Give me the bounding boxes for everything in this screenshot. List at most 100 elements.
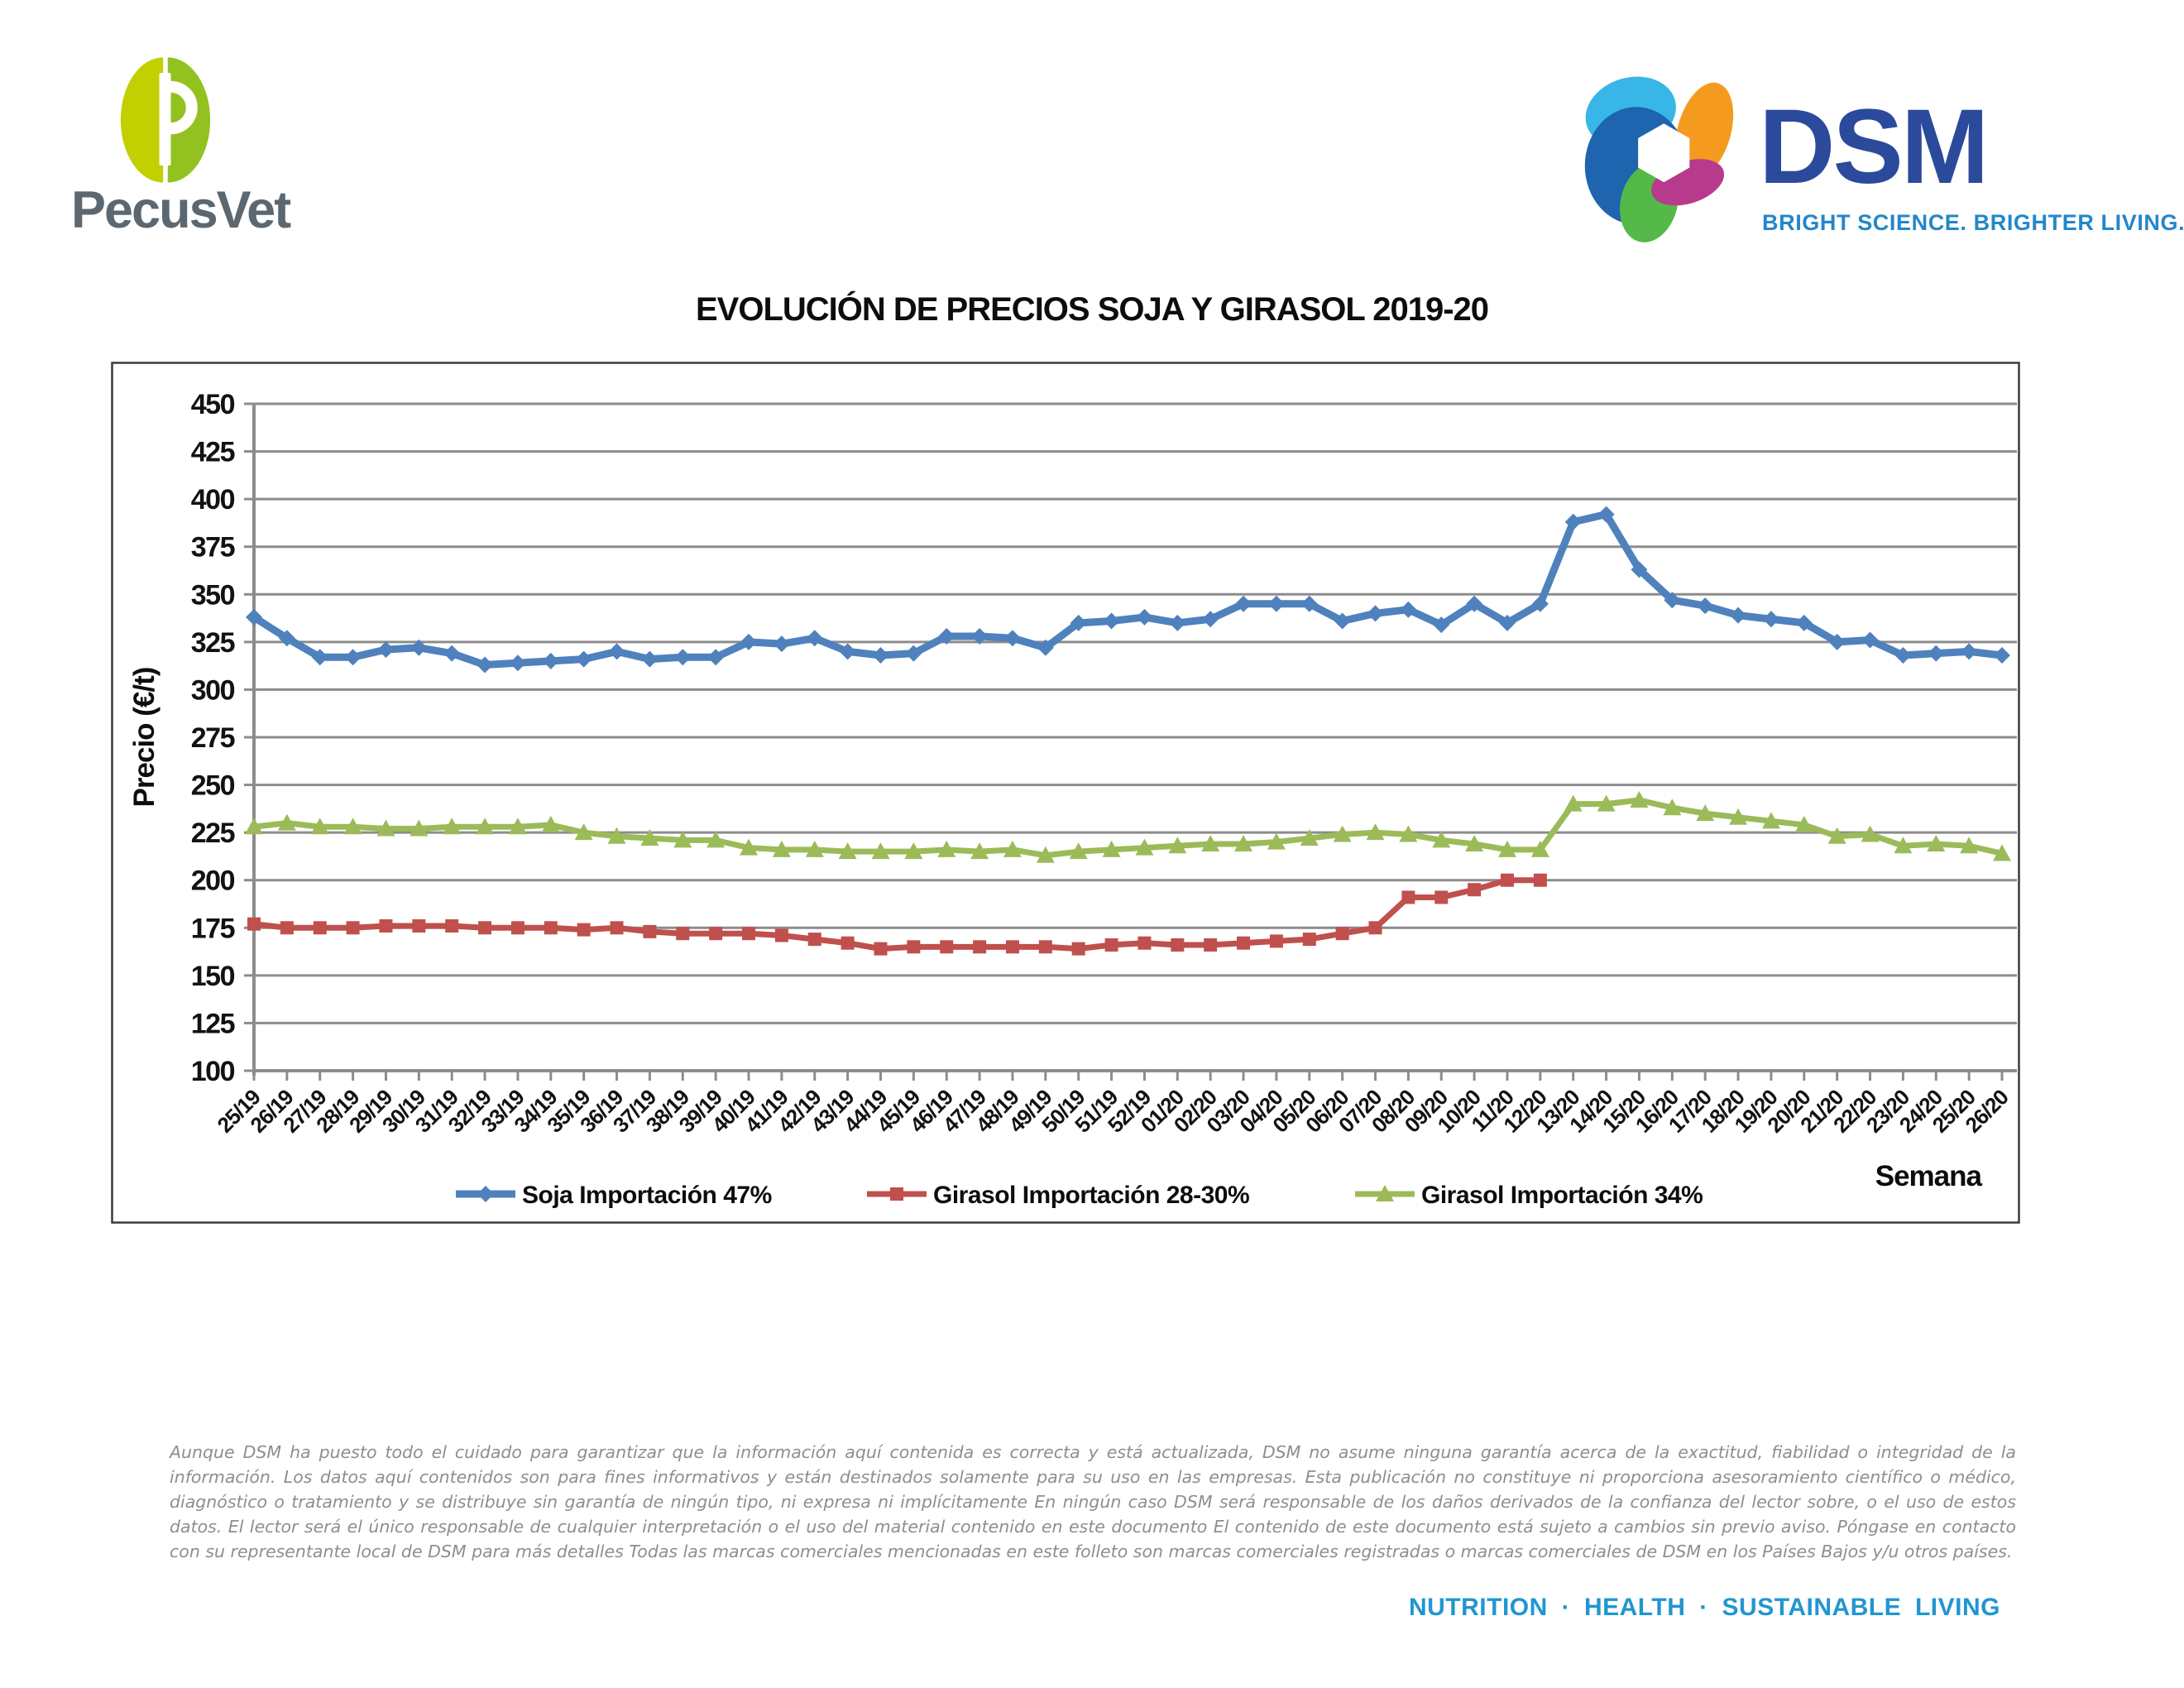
pecusvet-p-stem bbox=[159, 73, 171, 166]
series-marker-1 bbox=[841, 936, 855, 950]
series-marker-2 bbox=[1497, 840, 1516, 857]
series-marker-1 bbox=[643, 924, 657, 938]
series-marker-1 bbox=[1500, 873, 1514, 887]
series-marker-0 bbox=[1037, 639, 1054, 656]
series-marker-0 bbox=[740, 633, 758, 650]
price-evolution-chart: 100 125 150 175 200 225 250 275 300 325 350 375 400 4… bbox=[111, 362, 2020, 1224]
series-marker-2 bbox=[1794, 815, 1813, 832]
series-marker-1 bbox=[313, 921, 327, 935]
y-axis-tick-label: 225 bbox=[191, 818, 235, 849]
series-marker-0 bbox=[1697, 597, 1714, 615]
series-marker-0 bbox=[707, 649, 725, 666]
series-line-1 bbox=[253, 877, 1540, 952]
series-marker-1 bbox=[973, 940, 987, 954]
series-marker-0 bbox=[542, 652, 559, 669]
series-marker-2 bbox=[805, 840, 824, 857]
y-axis-tick-label: 175 bbox=[191, 913, 235, 944]
series-marker-2 bbox=[1003, 840, 1022, 857]
pecusvet-leaf-icon bbox=[120, 57, 211, 183]
series-marker-2 bbox=[772, 840, 791, 857]
series-marker-2 bbox=[1597, 794, 1616, 812]
series-marker-0 bbox=[1631, 561, 1648, 578]
series-marker-1 bbox=[907, 940, 921, 954]
y-axis-tick-label: 150 bbox=[191, 961, 235, 992]
series-marker-0 bbox=[971, 627, 989, 645]
series-marker-2 bbox=[1333, 825, 1352, 842]
series-marker-0 bbox=[1136, 608, 1153, 626]
series-marker-1 bbox=[874, 942, 888, 956]
series-marker-2 bbox=[1465, 834, 1484, 851]
dsm-footer-tagline: NUTRITION · HEALTH · SUSTAINABLE LIVING bbox=[1408, 1594, 2000, 1621]
series-marker-0 bbox=[641, 650, 659, 668]
series-marker-2 bbox=[310, 818, 329, 835]
series-marker-2 bbox=[904, 842, 923, 860]
dsm-tagline: BRIGHT SCIENCE. BRIGHTER LIVING. bbox=[1762, 210, 2184, 235]
series-marker-2 bbox=[838, 842, 857, 860]
series-marker-0 bbox=[278, 630, 295, 647]
series-marker-2 bbox=[1960, 837, 1979, 854]
series-marker-1 bbox=[247, 917, 261, 931]
series-marker-0 bbox=[1202, 611, 1219, 628]
series-marker-2 bbox=[1827, 827, 1846, 844]
series-marker-1 bbox=[1204, 938, 1218, 952]
series-marker-0 bbox=[1466, 595, 1483, 612]
y-axis-tick-label: 375 bbox=[191, 532, 235, 563]
series-marker-1 bbox=[1468, 883, 1482, 897]
series-marker-0 bbox=[1070, 614, 1087, 631]
series-marker-2 bbox=[1761, 812, 1780, 829]
y-axis-tick-label: 250 bbox=[191, 770, 235, 802]
series-marker-0 bbox=[575, 650, 592, 668]
series-marker-0 bbox=[839, 643, 856, 660]
series-marker-2 bbox=[937, 840, 956, 857]
series-marker-2 bbox=[343, 818, 362, 835]
series-marker-0 bbox=[608, 643, 625, 660]
series-marker-1 bbox=[1071, 942, 1085, 956]
series-marker-1 bbox=[1138, 936, 1152, 950]
x-axis-title: Semana bbox=[1875, 1160, 1983, 1192]
dsm-swirl-center bbox=[1638, 123, 1690, 183]
y-axis-tick-label: 325 bbox=[191, 627, 235, 659]
series-marker-0 bbox=[905, 645, 922, 662]
series-marker-1 bbox=[346, 921, 360, 935]
series-marker-0 bbox=[1597, 506, 1615, 523]
series-marker-0 bbox=[1894, 646, 1912, 664]
y-axis-tick-label: 200 bbox=[191, 866, 235, 897]
y-axis-tick-label: 350 bbox=[191, 579, 235, 611]
series-marker-2 bbox=[1432, 831, 1451, 848]
series-marker-1 bbox=[1104, 938, 1118, 952]
series-marker-2 bbox=[508, 818, 527, 835]
series-marker-2 bbox=[1399, 825, 1418, 842]
series-marker-0 bbox=[1367, 605, 1384, 622]
series-marker-0 bbox=[509, 655, 526, 672]
series-marker-0 bbox=[344, 649, 362, 666]
legend-swatch-marker-2 bbox=[1376, 1185, 1394, 1201]
series-marker-0 bbox=[1103, 612, 1120, 630]
price-evolution-chart-svg: 100 125 150 175 200 225 250 275 300 325 350 375 400 4… bbox=[111, 362, 2020, 1224]
series-marker-0 bbox=[674, 649, 692, 666]
series-marker-1 bbox=[510, 921, 524, 935]
series-marker-1 bbox=[1237, 936, 1251, 950]
chart-border bbox=[111, 362, 2020, 1224]
series-marker-2 bbox=[410, 819, 429, 837]
y-axis-tick-label: 450 bbox=[191, 389, 235, 420]
legend-swatch-marker-1 bbox=[890, 1187, 903, 1201]
series-marker-0 bbox=[410, 639, 428, 656]
y-axis-tick-label: 100 bbox=[191, 1056, 235, 1087]
series-marker-2 bbox=[1630, 790, 1649, 808]
series-marker-2 bbox=[376, 819, 395, 837]
legal-disclaimer: Aunque DSM ha puesto todo el cuidado par… bbox=[170, 1442, 2016, 1561]
series-marker-2 bbox=[706, 831, 726, 848]
series-marker-1 bbox=[1368, 921, 1382, 935]
y-axis-title: Precio (€/t) bbox=[128, 668, 160, 808]
series-marker-2 bbox=[1861, 825, 1880, 842]
y-axis-tick-label: 275 bbox=[191, 722, 235, 754]
series-marker-2 bbox=[1135, 838, 1154, 856]
series-marker-2 bbox=[1234, 834, 1253, 851]
series-marker-2 bbox=[574, 823, 593, 841]
legend-item-label-0: Soja Importación 47% bbox=[522, 1182, 772, 1209]
legend-swatch-marker-0 bbox=[477, 1186, 494, 1202]
series-marker-0 bbox=[1928, 645, 1945, 662]
series-marker-2 bbox=[1729, 808, 1748, 825]
series-marker-2 bbox=[1201, 834, 1220, 851]
